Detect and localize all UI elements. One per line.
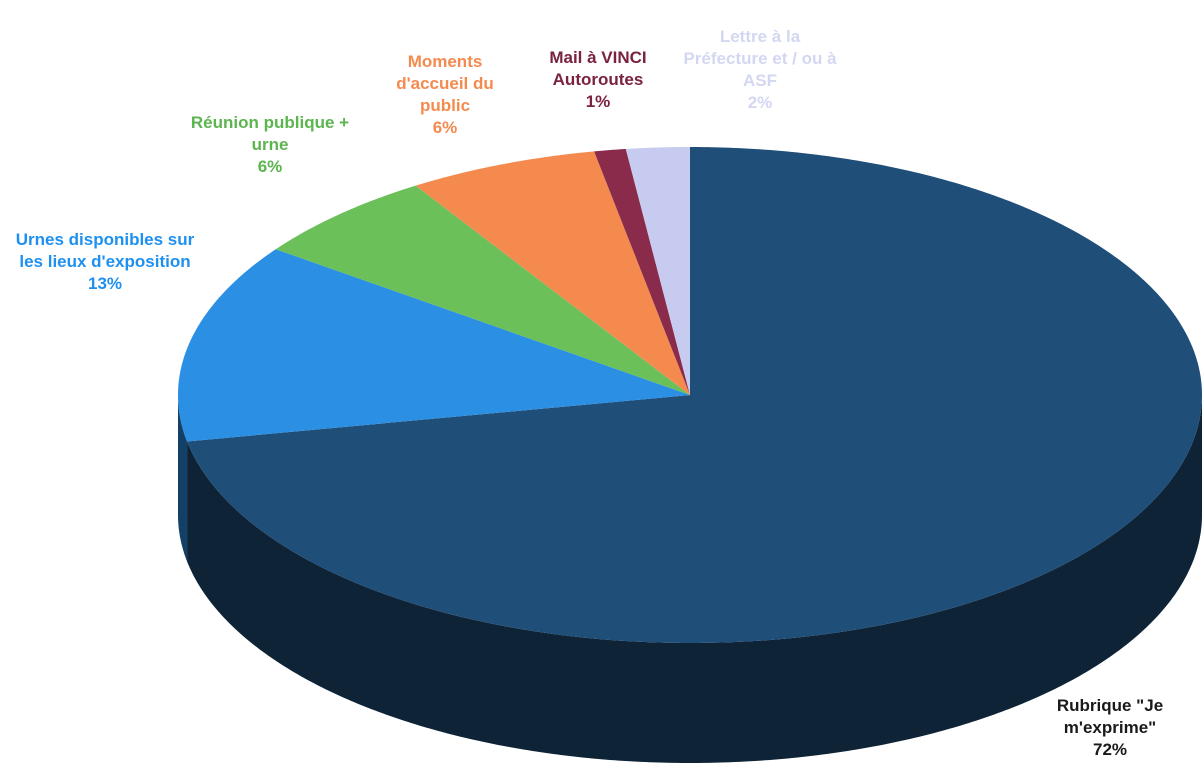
slice <box>178 249 690 442</box>
value-label: 1% <box>585 92 611 111</box>
slice-label: Lettre à la Préfecture et / ou à ASF 2% <box>680 26 840 114</box>
slice <box>415 151 690 395</box>
slice <box>594 148 690 395</box>
slice-label: Urnes disponibles sur les lieux d'exposi… <box>5 229 205 295</box>
category-name: Rubrique "Je m'exprime" <box>1056 696 1164 737</box>
category-name: Mail à VINCI Autoroutes <box>549 48 647 89</box>
slice-label: Moments d'accueil du public 6% <box>390 51 500 139</box>
slice-label: Rubrique "Je m'exprime" 72% <box>1035 695 1185 761</box>
value-label: 2% <box>747 93 773 112</box>
slice <box>187 147 1203 643</box>
slice-side <box>178 395 188 562</box>
slice-side <box>187 395 1203 763</box>
value-label: 13% <box>87 274 123 293</box>
category-name: Lettre à la Préfecture et / ou à ASF <box>683 27 837 90</box>
value-label: 6% <box>432 118 458 137</box>
category-name: Moments d'accueil du public <box>396 52 494 115</box>
slice-label: Mail à VINCI Autoroutes 1% <box>523 47 673 113</box>
slice-label: Réunion publique + urne 6% <box>185 112 355 178</box>
value-label: 72% <box>1092 740 1128 759</box>
slice <box>275 185 690 395</box>
category-name: Urnes disponibles sur les lieux d'exposi… <box>15 230 195 271</box>
slice <box>625 147 690 395</box>
category-name: Réunion publique + urne <box>190 113 350 154</box>
value-label: 6% <box>257 157 283 176</box>
